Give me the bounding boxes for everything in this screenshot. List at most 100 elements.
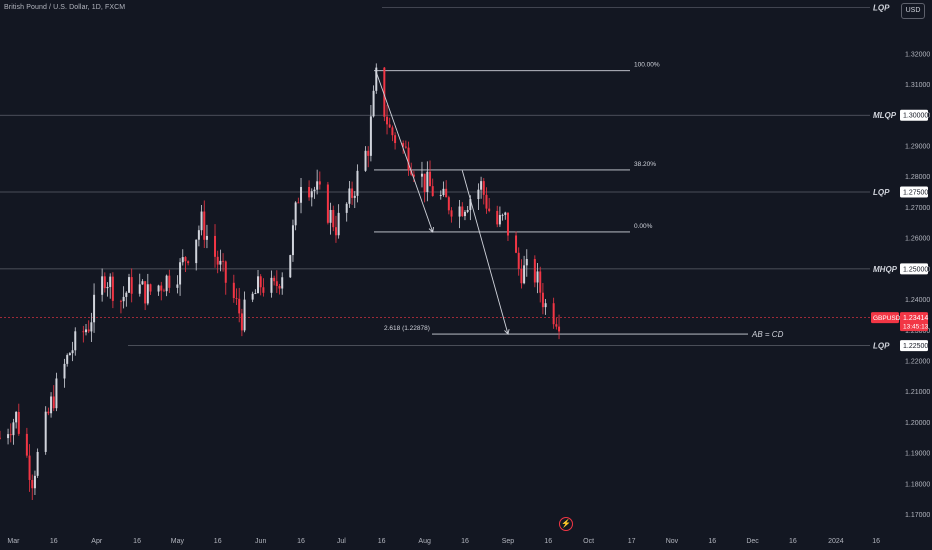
candle-body xyxy=(372,90,375,117)
candle-body xyxy=(297,202,300,204)
candle-body xyxy=(71,350,74,354)
candle-body xyxy=(240,313,243,331)
candle-body xyxy=(533,259,536,283)
level-price-label: 1.25000 xyxy=(903,266,928,273)
candle-body xyxy=(308,186,311,198)
x-tick-label: Aug xyxy=(418,538,431,545)
candle-body xyxy=(259,276,262,288)
candle-body xyxy=(36,451,39,476)
candle-body xyxy=(496,210,499,225)
candle-body xyxy=(544,303,547,308)
candle-body xyxy=(9,434,12,436)
y-tick-label: 1.32000 xyxy=(905,51,930,58)
candle-body xyxy=(291,225,294,256)
symbol-tag-label: GBPUSD xyxy=(873,315,901,322)
candle-body xyxy=(146,284,149,304)
candle-body xyxy=(294,202,297,226)
x-tick-label: Sep xyxy=(502,538,515,545)
abcd-note: AB = CD xyxy=(751,330,784,339)
candle-body xyxy=(375,67,378,91)
candle-body xyxy=(12,422,15,436)
candle-body xyxy=(461,206,464,217)
candle-body xyxy=(216,256,219,265)
x-tick-label: Jun xyxy=(255,538,266,545)
x-tick-label: 16 xyxy=(708,538,716,545)
price-axis[interactable]: 1.17000 1.18000 1.19000 1.20000 1.21000 1.220… xyxy=(905,51,930,519)
candle-body xyxy=(187,261,190,264)
fib-label: 38.20% xyxy=(634,161,656,168)
lightning-icon[interactable]: ⚡ xyxy=(559,517,573,531)
candle-body xyxy=(66,355,69,364)
candle-body xyxy=(445,188,448,198)
candle-body xyxy=(257,276,260,294)
candle-body xyxy=(44,411,47,452)
y-tick-label: 1.28000 xyxy=(905,174,930,181)
x-tick-label: 16 xyxy=(214,538,222,545)
candle-body xyxy=(144,281,147,304)
x-tick-label: 16 xyxy=(461,538,469,545)
candle-body xyxy=(477,189,480,200)
candle-body xyxy=(28,455,31,480)
level-price-tag xyxy=(900,109,928,121)
arrow-head xyxy=(504,329,510,335)
candle-body xyxy=(348,188,351,204)
candle-body xyxy=(103,276,106,289)
candle-body xyxy=(426,171,429,193)
level-label: MHQP xyxy=(873,265,898,274)
candle-body xyxy=(141,281,144,285)
candle-body xyxy=(383,67,386,117)
y-tick-label: 1.22000 xyxy=(905,359,930,366)
y-tick-label: 1.29000 xyxy=(905,143,930,150)
candle-body xyxy=(50,396,53,414)
x-tick-label: 16 xyxy=(297,538,305,545)
x-tick-label: May xyxy=(171,538,185,545)
candle-body xyxy=(74,331,77,351)
candle-body xyxy=(351,188,354,198)
candle-body xyxy=(63,363,66,379)
candle-body xyxy=(101,276,104,295)
candle-body xyxy=(157,285,160,292)
candle-body xyxy=(243,299,246,331)
candle-body xyxy=(536,271,539,283)
candle-body xyxy=(119,300,122,302)
candle-body xyxy=(195,239,198,264)
time-axis[interactable]: Mar 16 Apr 16 May 16 Jun 16 Jul 16 Aug 16 Sep 16 Oct 17… xyxy=(7,538,880,545)
candle-body xyxy=(275,281,278,286)
candle-body xyxy=(222,260,225,262)
candle-body xyxy=(184,257,187,262)
candle-body xyxy=(85,329,88,333)
candle-body xyxy=(270,277,273,293)
candle-body xyxy=(463,211,466,217)
y-tick-label: 1.24000 xyxy=(905,297,930,304)
candle-body xyxy=(203,211,206,240)
candle-body xyxy=(300,186,303,203)
candle-body xyxy=(93,294,96,323)
countdown-label: 13:45:13 xyxy=(903,324,929,331)
symbol-title: British Pound / U.S. Dollar, 1D, FXCM xyxy=(4,4,126,11)
candle-body xyxy=(122,296,125,302)
candle-body xyxy=(25,433,28,456)
candle-body xyxy=(369,116,372,156)
candle-body xyxy=(345,203,348,213)
x-tick-label: Dec xyxy=(746,538,759,545)
candle-body xyxy=(394,135,397,144)
y-tick-label: 1.27000 xyxy=(905,205,930,212)
candle-body xyxy=(458,206,461,217)
level-price-tag xyxy=(900,186,928,198)
candle-body xyxy=(197,230,200,240)
candle-body xyxy=(439,195,442,196)
candle-body xyxy=(149,284,152,292)
candle-body xyxy=(488,208,491,211)
candle-body xyxy=(111,276,114,301)
candle-body xyxy=(541,292,544,308)
candle-body xyxy=(420,173,423,177)
y-tick-label: 1.21000 xyxy=(905,389,930,396)
candle-body xyxy=(130,277,133,294)
candle-body xyxy=(232,282,235,299)
candle-body xyxy=(205,235,208,240)
candle-body xyxy=(313,189,316,192)
currency-button[interactable]: USD xyxy=(901,3,925,19)
y-tick-label: 1.19000 xyxy=(905,451,930,458)
candle-body xyxy=(364,150,367,171)
